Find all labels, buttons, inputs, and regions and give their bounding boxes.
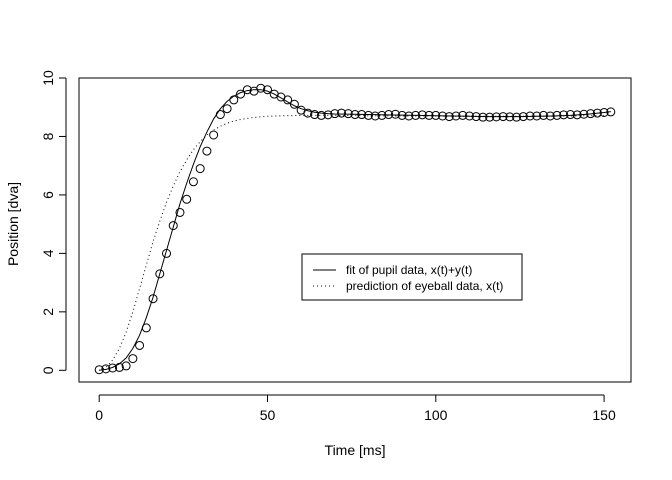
data-point [330,109,340,119]
data-point [256,83,266,93]
points-layer [94,83,616,375]
data-point [182,194,192,204]
y-tick-label: 6 [40,191,56,199]
data-point [559,110,569,120]
data-point [438,111,448,121]
data-point [586,109,596,119]
data-point [485,112,495,122]
data-point [310,110,320,120]
data-point [471,112,481,122]
data-point [545,111,555,121]
data-point [606,107,616,117]
data-point [101,364,111,374]
legend-box [301,253,523,301]
data-point [283,95,293,105]
data-point [390,109,400,119]
y-axis: 0 2 4 6 8 10 [40,70,67,374]
data-point [148,294,158,304]
data-point [444,112,454,122]
data-point [357,110,367,120]
data-point [491,112,501,122]
legend-label-fit: fit of pupil data, x(t)+y(t) [346,263,472,277]
data-point [108,363,118,373]
data-point [525,111,535,121]
data-point [337,108,347,118]
legend-label-prediction: prediction of eyeball data, x(t) [346,279,503,293]
data-point [565,110,575,120]
data-point [458,110,468,120]
data-point [464,111,474,121]
y-tick-label: 0 [40,366,56,374]
data-point [363,110,373,120]
data-point [343,109,353,119]
data-point [404,111,414,121]
data-point [538,110,548,120]
series-line-fit [99,89,611,371]
data-point [370,111,380,121]
data-point [222,104,232,114]
data-point [572,110,582,120]
y-axis-title: Position [dva] [5,182,21,266]
x-tick-label: 100 [424,407,448,423]
y-tick-label: 8 [40,132,56,140]
data-point [397,110,407,120]
data-point [417,110,427,120]
data-point [552,110,562,120]
data-point [168,221,178,231]
data-point [532,111,542,121]
data-point [451,111,461,121]
data-point [579,109,589,119]
data-point [377,110,387,120]
data-point [114,362,124,372]
data-point [195,164,205,174]
data-point [316,110,326,120]
data-point [155,269,165,279]
x-axis-title: Time [ms] [325,442,386,458]
x-tick-label: 0 [95,407,103,423]
data-point [121,361,131,371]
x-tick-label: 50 [260,407,276,423]
legend: fit of pupil data, x(t)+y(t) prediction … [301,253,523,301]
data-point [431,110,441,120]
data-point [188,177,198,187]
y-tick-label: 10 [40,70,56,86]
data-point [518,112,528,122]
data-point [478,112,488,122]
data-point [229,95,239,105]
data-point [384,110,394,120]
data-point [141,323,151,333]
data-point [202,146,212,156]
x-axis: 0 50 100 150 [95,394,616,423]
y-tick-label: 4 [40,249,56,257]
plot-frame [78,77,632,383]
data-point [505,112,515,122]
y-tick-label: 2 [40,308,56,316]
data-point [592,108,602,118]
data-point [162,248,172,258]
data-point [236,89,246,99]
data-point [135,340,145,350]
data-point [242,85,252,95]
data-point [289,99,299,109]
data-point [262,85,272,95]
data-point [350,110,360,120]
series-layer [99,89,611,371]
x-tick-label: 150 [592,407,616,423]
data-point [512,112,522,122]
plot-border [78,77,632,383]
data-point [128,354,138,364]
data-point [215,110,225,120]
data-point [599,107,609,117]
data-point [498,112,508,122]
data-point [323,110,333,120]
data-point [209,130,219,140]
data-point [411,110,421,120]
data-point [94,365,104,375]
data-point [175,207,185,217]
data-point [303,108,313,118]
data-point [424,110,434,120]
